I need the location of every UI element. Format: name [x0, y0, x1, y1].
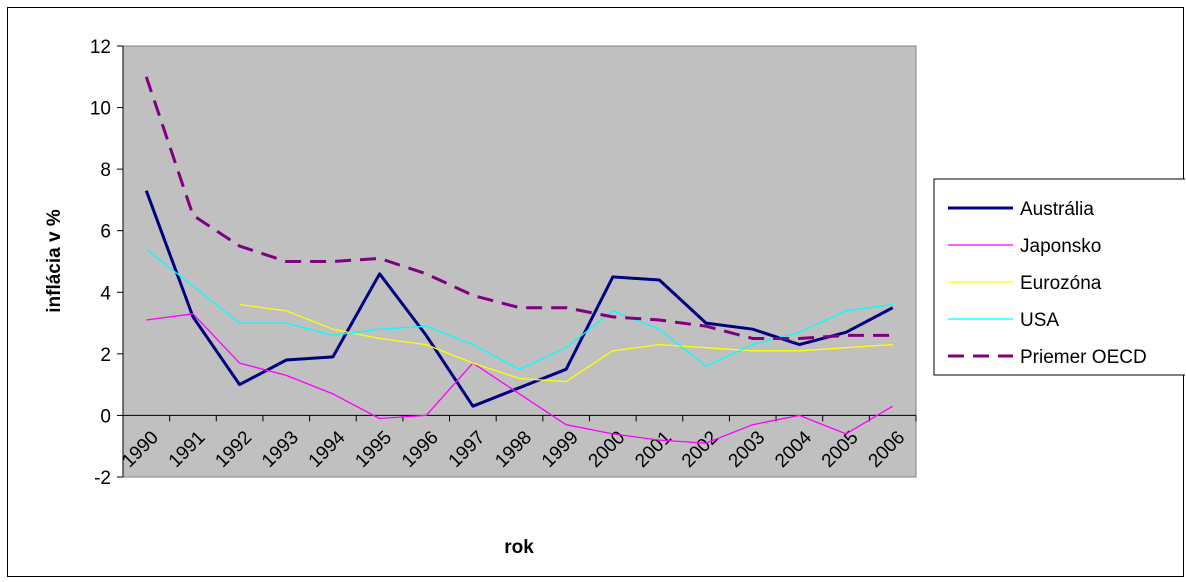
- y-tick-label: 12: [90, 37, 111, 58]
- y-axis-title: inflácia v %: [44, 209, 65, 313]
- series-line-Austrália: [144, 190, 894, 408]
- series-line-USA: [145, 248, 893, 370]
- legend-items: Austrália Japonsko Eurozóna USA Priemer OECD: [948, 199, 1147, 368]
- legend-label: Eurozóna: [1020, 273, 1102, 294]
- y-tick-label: 2: [100, 345, 111, 366]
- y-tick-label: 8: [100, 160, 111, 181]
- legend-label: Priemer OECD: [1020, 347, 1147, 368]
- y-tick-label: 4: [100, 283, 111, 304]
- series-line-Eurozóna: [239, 303, 893, 383]
- series-line-Japonsko: [146, 313, 894, 444]
- y-tick-label: -2: [94, 468, 111, 489]
- legend-label: Japonsko: [1020, 236, 1101, 257]
- y-tick-label: 0: [100, 406, 111, 427]
- y-axis: -2 0 2 4 6 8 10 12: [90, 37, 124, 489]
- legend-label: Austrália: [1020, 199, 1094, 220]
- legend: Austrália Japonsko Eurozóna USA Priemer OECD: [933, 178, 1185, 376]
- series-lines: [144, 76, 894, 444]
- plot-area: [122, 45, 917, 478]
- legend-box: [933, 178, 1185, 376]
- y-tick-label: 6: [100, 222, 111, 243]
- chart-frame: -2 0 2 4 6 8 10 12 1990 1991 1992 1993 1994 1995 1996…: [7, 7, 1185, 577]
- y-tick-label: 10: [90, 99, 111, 120]
- series-line-Priemer OECD: [144, 76, 893, 340]
- legend-label: USA: [1020, 310, 1059, 331]
- x-axis-title: rok: [504, 537, 534, 558]
